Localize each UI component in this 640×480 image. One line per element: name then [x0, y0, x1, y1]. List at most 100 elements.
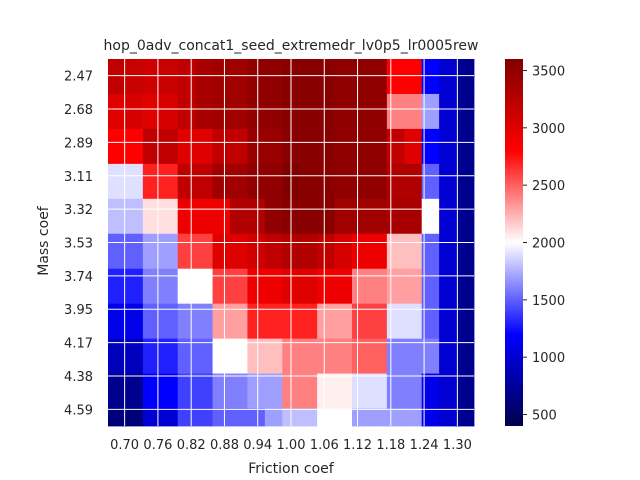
- heatmap-cell: [369, 321, 388, 340]
- heatmap-cell: [125, 321, 144, 340]
- heatmap-cell: [439, 303, 457, 322]
- heatmap-cell: [317, 321, 335, 340]
- heatmap-cell: [369, 286, 388, 305]
- heatmap-cell: [264, 146, 283, 165]
- heatmap-cell: [404, 163, 423, 182]
- heatmap-cell: [160, 163, 179, 182]
- heatmap-cell: [317, 251, 335, 270]
- heatmap-cell: [125, 146, 144, 165]
- heatmap-cell: [125, 181, 144, 200]
- heatmap-cell: [142, 59, 161, 77]
- heatmap-cell: [334, 59, 353, 77]
- heatmap-cell: [299, 111, 318, 130]
- heatmap-cell: [404, 356, 423, 374]
- heatmap-cell: [439, 76, 457, 95]
- heatmap-cell: [317, 391, 335, 409]
- heatmap-cell: [177, 181, 196, 200]
- heatmap-cell: [334, 146, 353, 165]
- y-axis-label: Mass coef: [36, 205, 52, 276]
- heatmap-cell: [334, 303, 353, 322]
- heatmap-cell: [317, 111, 335, 130]
- heatmap-cell: [334, 408, 353, 427]
- heatmap-cell: [230, 146, 248, 165]
- heatmap-cell: [421, 356, 440, 374]
- heatmap-cell: [108, 216, 126, 235]
- heatmap-cell: [421, 198, 440, 217]
- heatmap-cell: [195, 76, 213, 95]
- heatmap-cell: [299, 163, 318, 182]
- heatmap-cell: [352, 181, 370, 200]
- heatmap-cell: [369, 338, 388, 357]
- heatmap-cell: [456, 93, 475, 112]
- heatmap-cell: [421, 391, 440, 409]
- heatmap-cell: [230, 408, 248, 427]
- colorbar-gradient: [505, 59, 523, 426]
- x-tick-label: 1.06: [310, 438, 339, 453]
- heatmap-cell: [160, 128, 179, 147]
- heatmap-cell: [212, 198, 231, 217]
- x-tick-label: 0.82: [177, 438, 206, 453]
- heatmap-cell: [230, 181, 248, 200]
- heatmap-cell: [369, 146, 388, 165]
- heatmap-cell: [421, 408, 440, 427]
- heatmap-cell: [421, 76, 440, 95]
- heatmap-cell: [299, 198, 318, 217]
- heatmap-cell: [421, 163, 440, 182]
- heatmap-cell: [456, 181, 475, 200]
- heatmap-cell: [386, 76, 405, 95]
- heatmap-cell: [421, 216, 440, 235]
- heatmap-cell: [160, 303, 179, 322]
- heatmap-cell: [160, 76, 179, 95]
- x-tick-label: 1.30: [443, 438, 472, 453]
- heatmap-cell: [195, 163, 213, 182]
- heatmap-cell: [160, 216, 179, 235]
- y-tick-label: 3.32: [64, 203, 93, 218]
- heatmap-cell: [404, 198, 423, 217]
- heatmap-cell: [177, 356, 196, 374]
- heatmap-cell: [456, 303, 475, 322]
- heatmap-cell: [404, 303, 423, 322]
- heatmap-cell: [334, 111, 353, 130]
- heatmap-cell: [334, 128, 353, 147]
- heatmap-cell: [404, 128, 423, 147]
- heatmap-cell: [142, 286, 161, 305]
- heatmap-cell: [230, 111, 248, 130]
- heatmap-cell: [160, 286, 179, 305]
- x-tick-label: 0.88: [210, 438, 239, 453]
- heatmap-cell: [386, 181, 405, 200]
- x-tick-label: 1.24: [410, 438, 439, 453]
- heatmap-cell: [317, 181, 335, 200]
- heatmap-cell: [247, 163, 266, 182]
- heatmap-cell: [299, 321, 318, 340]
- heatmap-cell: [439, 93, 457, 112]
- heatmap-cell: [352, 163, 370, 182]
- heatmap-cell: [125, 216, 144, 235]
- heatmap-cell: [230, 216, 248, 235]
- heatmap-cell: [317, 216, 335, 235]
- heatmap-cell: [264, 268, 283, 287]
- heatmap-cell: [125, 373, 144, 392]
- x-axis-label: Friction coef: [248, 461, 335, 477]
- heatmap-cell: [108, 408, 126, 427]
- heatmap-cell: [177, 163, 196, 182]
- heatmap-cell: [177, 251, 196, 270]
- heatmap-cell: [456, 251, 475, 270]
- heatmap-cell: [369, 216, 388, 235]
- heatmap-cell: [456, 356, 475, 374]
- heatmap-cell: [264, 76, 283, 95]
- heatmap-cell: [177, 216, 196, 235]
- heatmap-cell: [439, 356, 457, 374]
- heatmap-cell: [352, 391, 370, 409]
- heatmap-cell: [230, 321, 248, 340]
- colorbar-tick-label: 3500: [532, 65, 565, 80]
- heatmap-cell: [247, 76, 266, 95]
- heatmap-cell: [317, 76, 335, 95]
- heatmap-cell: [230, 251, 248, 270]
- heatmap-cell: [317, 356, 335, 374]
- heatmap-cell: [352, 216, 370, 235]
- heatmap-cell: [421, 93, 440, 112]
- y-tick-label: 3.95: [64, 303, 93, 318]
- heatmap-cell: [230, 303, 248, 322]
- heatmap-cell: [212, 251, 231, 270]
- heatmap-cell: [317, 408, 335, 427]
